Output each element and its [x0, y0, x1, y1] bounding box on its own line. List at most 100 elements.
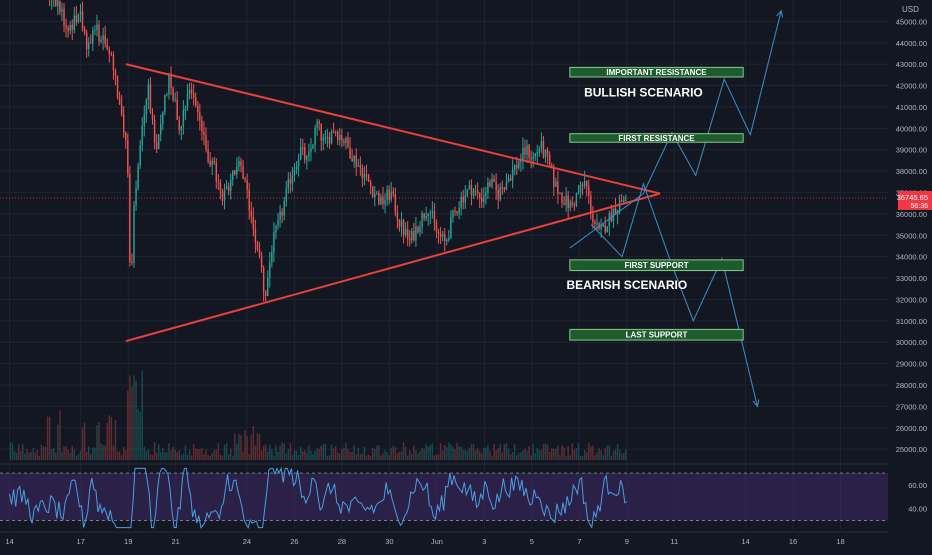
time-tick-label-12: 9 — [625, 537, 629, 546]
volume-bar-74 — [162, 448, 164, 460]
candle-body-280 — [585, 181, 588, 187]
candle-body-152 — [322, 138, 325, 141]
volume-bar-43 — [98, 422, 100, 460]
time-tick-label-10: 5 — [530, 537, 534, 546]
candle-body-26 — [63, 8, 65, 26]
candle-body-37 — [85, 32, 88, 50]
volume-bar-228 — [478, 451, 481, 460]
candle-body-66 — [145, 99, 148, 115]
candle-body-224 — [470, 185, 473, 196]
candle-body-201 — [423, 213, 425, 219]
candle-body-207 — [435, 222, 438, 232]
price-tick-label-15: 40000.00 — [896, 124, 927, 133]
volume-bar-276 — [577, 443, 580, 460]
price-axis[interactable]: 25000.00 26000.00 27000.00 28000.00 29000.00… — [888, 0, 932, 550]
volume-bar-116 — [248, 454, 250, 460]
candle-body-133 — [283, 201, 285, 216]
volume-bar-53 — [118, 451, 121, 460]
scenario-paths[interactable] — [569, 9, 784, 408]
candle-body-294 — [614, 208, 617, 215]
volume-bar-17 — [44, 446, 47, 460]
volume-bar-65 — [143, 446, 146, 460]
volume-bar-285 — [596, 452, 598, 460]
volume-bar-147 — [312, 454, 314, 460]
time-tick-label-8: Jun — [431, 537, 443, 546]
volume-bar-36 — [83, 422, 86, 460]
volume-bar-194 — [409, 450, 411, 460]
price-tick-label-2: 27000.00 — [896, 402, 927, 411]
candle-body-265 — [555, 181, 557, 187]
candle-body-73 — [160, 123, 162, 135]
candle-body-42 — [96, 24, 98, 30]
volume-bar-203 — [427, 446, 429, 460]
zone-last-support[interactable] — [569, 328, 744, 341]
candle-body-287 — [600, 226, 602, 229]
volume-bar-24 — [59, 410, 61, 460]
volume-bar-294 — [614, 449, 617, 460]
volume-bar-9 — [28, 452, 30, 460]
candle-body-158 — [334, 131, 337, 133]
candle-body-291 — [608, 212, 611, 227]
candle-body-213 — [448, 238, 450, 241]
volume-bar-212 — [446, 447, 448, 460]
candle-body-39 — [90, 42, 92, 44]
candle-body-196 — [413, 231, 415, 241]
candle-body-71 — [155, 142, 158, 149]
candle-body-116 — [248, 189, 250, 212]
candle-body-106 — [227, 186, 230, 192]
candle-body-237 — [497, 190, 499, 200]
volume-bar-95 — [205, 449, 207, 460]
candle-body-192 — [404, 229, 407, 236]
volume-bar-146 — [310, 450, 312, 460]
candle-body-34 — [79, 11, 82, 15]
price-zones[interactable]: IMPORTANT RESISTANCE FIRST RESISTANCE FIRS… — [569, 66, 744, 341]
volume-bar-38 — [88, 446, 90, 460]
candle-body-235 — [493, 178, 495, 182]
volume-bar-174 — [367, 454, 370, 460]
candle-body-59 — [131, 262, 133, 264]
candle-body-52 — [116, 76, 119, 97]
volume-bar-62 — [137, 408, 139, 460]
volume-bar-182 — [384, 450, 386, 460]
candle-body-254 — [532, 156, 534, 159]
candle-body-99 — [213, 160, 215, 163]
volume-bar-90 — [195, 448, 197, 460]
volume-bar-252 — [528, 445, 530, 460]
volume-bar-219 — [460, 446, 462, 460]
volume-bar-210 — [441, 450, 444, 460]
volume-bar-29 — [69, 452, 71, 460]
candle-body-92 — [199, 112, 201, 121]
price-tick-label-9: 34000.00 — [896, 253, 927, 262]
triangle-lower-line — [125, 192, 661, 343]
candle-body-257 — [538, 149, 541, 152]
volume-bar-88 — [190, 455, 193, 460]
candle-body-269 — [563, 203, 565, 206]
candle-body-40 — [92, 30, 94, 44]
rsi-panel[interactable] — [0, 466, 888, 529]
volume-bar-216 — [454, 448, 456, 460]
volume-bar-270 — [565, 455, 567, 460]
candle-body-44 — [100, 39, 102, 42]
candle-body-180 — [380, 196, 382, 205]
volume-bar-101 — [217, 443, 220, 460]
volume-bar-79 — [172, 446, 174, 460]
candle-body-178 — [376, 193, 378, 195]
volume-bar-213 — [448, 442, 450, 460]
volume-bar-254 — [532, 443, 534, 460]
volume-bar-55 — [122, 447, 125, 460]
candle-body-288 — [602, 224, 604, 227]
volume-bar-141 — [299, 447, 302, 460]
volume-bar-158 — [334, 446, 337, 460]
candle-body-62 — [137, 165, 139, 188]
volume-bar-227 — [476, 448, 479, 460]
zone-important-resistance[interactable] — [569, 66, 744, 78]
volume-bar-33 — [77, 454, 80, 460]
candle-body-65 — [143, 114, 146, 126]
symmetrical-triangle[interactable] — [125, 63, 661, 343]
zone-first-resistance[interactable] — [569, 133, 744, 143]
zone-first-support[interactable] — [569, 259, 744, 272]
time-axis[interactable]: 14 17 19 21 24 26 28 30 Jun 3 5 7 9 11 14 16 18 — [0, 531, 888, 546]
candle-body-268 — [561, 193, 563, 204]
